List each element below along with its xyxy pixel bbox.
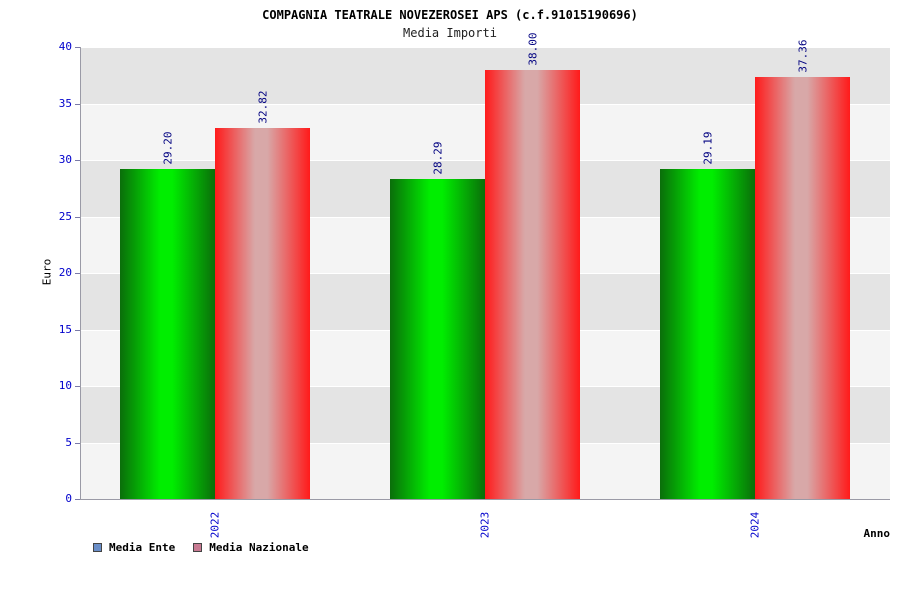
x-category-label: 2023 [478, 511, 492, 539]
chart-subtitle: Media Importi [403, 26, 497, 40]
y-tick-label: 25 [58, 209, 72, 223]
y-tick-mark [75, 499, 80, 500]
x-category-label: 2022 [208, 511, 222, 539]
y-tick-label: 40 [58, 40, 72, 53]
y-tick-label: 5 [65, 435, 72, 449]
y-tick-label: 20 [58, 266, 72, 279]
bar-value-label: 38.00 [526, 32, 539, 66]
bar-value-label: 29.20 [161, 131, 174, 165]
bar-media-ente-2024 [660, 169, 755, 499]
bar-media-ente-2022 [120, 169, 215, 499]
y-tick-label: 30 [58, 153, 72, 166]
bar-value-label: 29.19 [701, 131, 714, 165]
y-tick-mark [75, 216, 80, 218]
bar-value-label: 32.82 [256, 90, 269, 124]
y-axis-title: Euro [40, 258, 54, 286]
bar-value-label: 37.36 [796, 39, 809, 73]
y-tick-label: 0 [65, 492, 72, 505]
bar-media-nazionale-2022 [215, 128, 310, 499]
y-tick-label: 35 [58, 96, 72, 110]
x-category-label: 2024 [748, 511, 762, 539]
legend-label-media-nazionale: Media Nazionale [209, 541, 309, 554]
y-tick-label: 15 [58, 322, 72, 336]
y-tick-mark [75, 386, 80, 387]
legend-swatch-media-ente [93, 543, 102, 552]
bar-media-ente-2023 [390, 179, 485, 499]
legend: Media Ente Media Nazionale [93, 541, 309, 554]
y-tick-mark [75, 442, 80, 444]
x-axis-line [80, 499, 890, 500]
x-axis-title: Anno [863, 527, 891, 540]
y-tick-mark [75, 273, 80, 274]
y-axis-line [80, 47, 81, 499]
chart-title: COMPAGNIA TEATRALE NOVEZEROSEI APS (c.f.… [262, 8, 638, 22]
bar-media-nazionale-2024 [755, 76, 850, 499]
bar-value-label: 28.29 [431, 141, 444, 175]
y-tick-mark [75, 160, 80, 161]
y-tick-label: 10 [58, 379, 72, 392]
bar-media-nazionale-2023 [485, 69, 580, 499]
y-tick-mark [75, 329, 80, 331]
y-tick-mark [75, 103, 80, 105]
y-gridline [80, 47, 890, 48]
legend-label-media-ente: Media Ente [109, 541, 176, 554]
y-tick-mark [75, 47, 80, 48]
legend-swatch-media-nazionale [193, 543, 203, 552]
